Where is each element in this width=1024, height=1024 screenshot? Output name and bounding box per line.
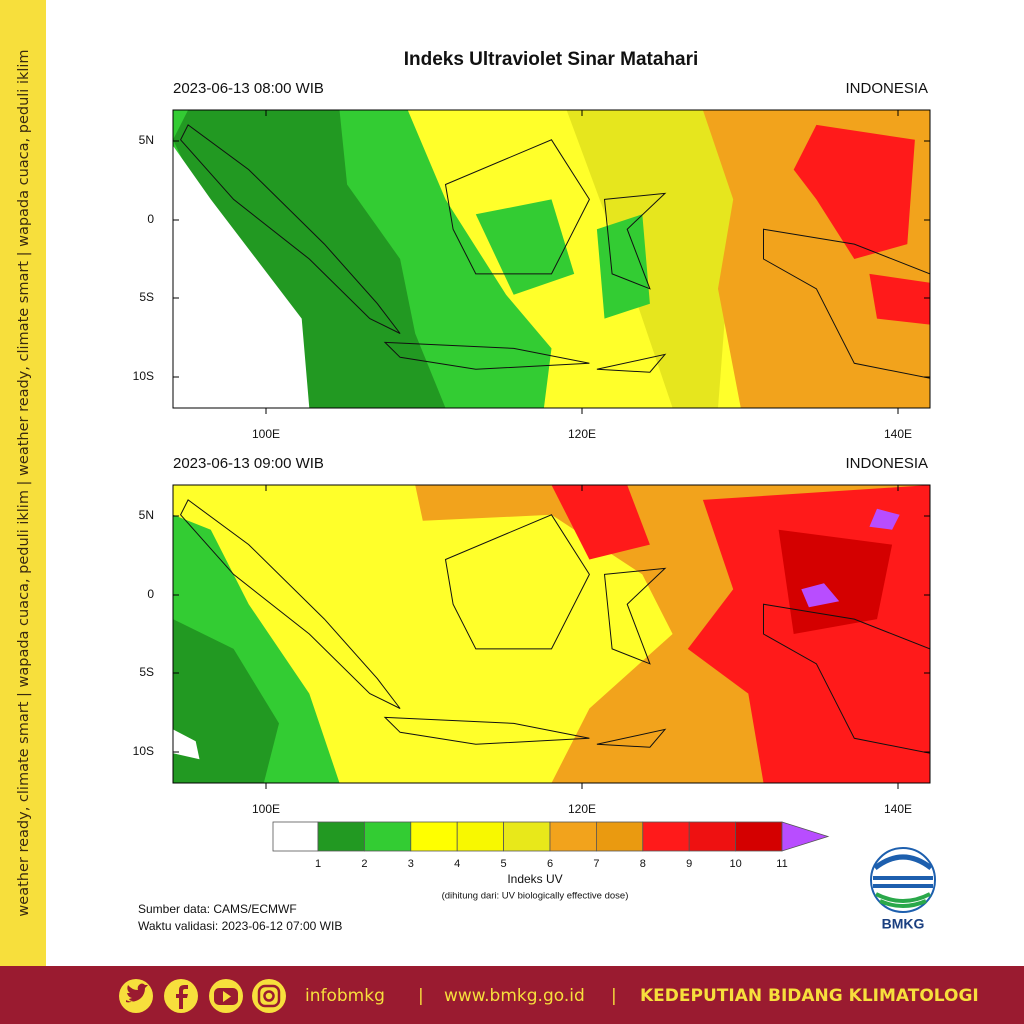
youtube-play bbox=[223, 991, 231, 1002]
bmkg-logo: BMKG bbox=[870, 847, 936, 932]
logo-arc bbox=[873, 854, 933, 871]
lat-label: 5S bbox=[139, 665, 154, 679]
colorbar-label: 8 bbox=[640, 858, 646, 870]
lat-label: 5N bbox=[139, 508, 154, 522]
coastline bbox=[603, 192, 667, 290]
colorbar-box bbox=[735, 821, 783, 852]
logo-text: BMKG bbox=[882, 916, 925, 932]
validity-note: Waktu validasi: 2023-06-12 07:00 WIB bbox=[138, 919, 342, 933]
colorbar-box bbox=[596, 821, 644, 852]
lat-label: 0 bbox=[147, 212, 154, 226]
panel-time: 2023-06-13 08:00 WIB bbox=[173, 80, 324, 97]
colorbar-arrow bbox=[781, 821, 830, 852]
colorbar-label: 10 bbox=[729, 858, 741, 870]
map-field bbox=[173, 110, 930, 408]
social-icons bbox=[119, 979, 286, 1013]
map-panel: 2023-06-13 08:00 WIB INDONESIA 5N 0 5S 10S 100… bbox=[133, 80, 931, 441]
colorbar-label: 11 bbox=[776, 858, 787, 870]
colorbar-box bbox=[317, 821, 365, 852]
lat-label: 5N bbox=[139, 133, 154, 147]
footer-handle[interactable]: infobmkg bbox=[305, 986, 385, 1006]
coastline bbox=[603, 567, 667, 665]
footer-separator: | bbox=[418, 986, 424, 1006]
lon-label: 100E bbox=[252, 802, 280, 816]
panel-region: INDONESIA bbox=[845, 455, 928, 472]
uv-zone bbox=[475, 199, 575, 295]
colorbar-label: 3 bbox=[408, 858, 414, 870]
footer-website[interactable]: www.bmkg.go.id bbox=[444, 986, 585, 1006]
map-panel: 2023-06-13 09:00 WIB INDONESIA 5N 0 5S 10S 100… bbox=[133, 455, 931, 816]
colorbar-box bbox=[456, 821, 505, 852]
lat-label: 0 bbox=[147, 587, 154, 601]
colorbar-box bbox=[363, 821, 412, 852]
colorbar-title: Indeks UV bbox=[507, 872, 562, 886]
map-frame bbox=[172, 484, 931, 784]
coastline bbox=[596, 353, 667, 373]
lat-label: 10S bbox=[133, 369, 154, 383]
colorbar-label: 5 bbox=[501, 858, 507, 870]
colorbar-label: 6 bbox=[547, 858, 553, 870]
instagram-icon[interactable] bbox=[252, 979, 286, 1013]
colorbar-label: 1 bbox=[315, 858, 321, 870]
coastline bbox=[180, 499, 401, 709]
colorbar-label: 4 bbox=[454, 858, 460, 870]
instagram-glyph bbox=[257, 984, 281, 1008]
uv-zone bbox=[801, 583, 840, 608]
colorbar-label: 9 bbox=[686, 858, 692, 870]
colorbar-box bbox=[688, 821, 737, 852]
panel-region: INDONESIA bbox=[845, 80, 928, 97]
facebook-glyph bbox=[176, 985, 188, 1009]
lat-label: 10S bbox=[133, 744, 154, 758]
footer-separator: | bbox=[611, 986, 617, 1006]
colorbar-box bbox=[503, 821, 551, 852]
uv-zone bbox=[551, 485, 650, 560]
uv-zone bbox=[173, 145, 310, 408]
map-frame bbox=[172, 109, 931, 409]
colorbar-box bbox=[642, 821, 690, 852]
colorbar-label: 2 bbox=[361, 858, 367, 870]
colorbar-box bbox=[410, 821, 458, 852]
lon-label: 140E bbox=[884, 427, 912, 441]
lat-label: 5S bbox=[139, 290, 154, 304]
instagram-lens bbox=[263, 990, 275, 1002]
coastline bbox=[763, 603, 930, 754]
coastline bbox=[383, 716, 590, 745]
uv-zone bbox=[173, 729, 200, 760]
uv-zone bbox=[869, 508, 900, 530]
logo-waves bbox=[873, 876, 933, 888]
twitter-glyph bbox=[126, 983, 148, 1003]
lon-label: 120E bbox=[568, 427, 596, 441]
colorbar-label: 7 bbox=[593, 858, 599, 870]
colorbar: 1 2 3 4 5 6 7 8 9 10 11 bbox=[272, 821, 830, 870]
side-text: weather ready, climate smart | wapada cu… bbox=[16, 49, 32, 916]
colorbar-box bbox=[272, 821, 319, 852]
side-stripe bbox=[0, 0, 46, 966]
coastline bbox=[383, 341, 590, 370]
lon-label: 120E bbox=[568, 802, 596, 816]
coastline bbox=[596, 728, 667, 748]
uv-zone bbox=[793, 124, 915, 260]
footer-department: KEDEPUTIAN BIDANG KLIMATOLOGI bbox=[640, 986, 979, 1006]
coastline bbox=[444, 139, 590, 275]
title: Indeks Ultraviolet Sinar Matahari bbox=[404, 49, 699, 70]
lon-label: 100E bbox=[252, 427, 280, 441]
colorbar-subtitle: (dihitung dari: UV biologically effectiv… bbox=[442, 891, 629, 902]
source-note: Sumber data: CAMS/ECMWF bbox=[138, 902, 297, 916]
coastline bbox=[444, 514, 590, 650]
coastline bbox=[763, 228, 930, 379]
map-field bbox=[173, 485, 930, 783]
panel-time: 2023-06-13 09:00 WIB bbox=[173, 455, 324, 472]
colorbar-box bbox=[549, 821, 597, 852]
uv-zone bbox=[778, 529, 893, 634]
logo-land bbox=[875, 892, 931, 908]
uv-zone bbox=[596, 214, 650, 319]
uv-zone bbox=[566, 110, 741, 408]
uv-zone bbox=[173, 619, 279, 783]
uv-zone bbox=[869, 273, 930, 325]
lon-label: 140E bbox=[884, 802, 912, 816]
coastline bbox=[180, 124, 401, 334]
